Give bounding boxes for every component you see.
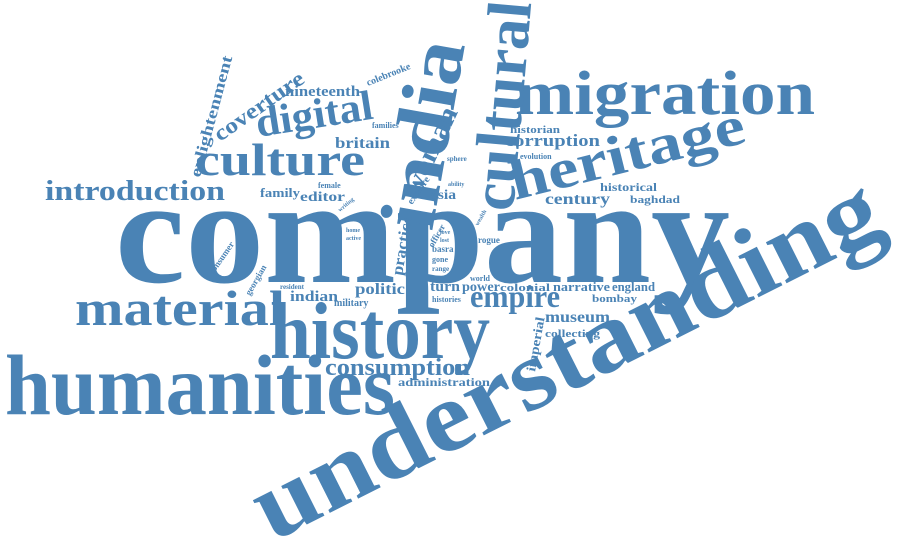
word: indian xyxy=(290,289,339,305)
word: company xyxy=(115,149,730,315)
word: britain xyxy=(335,135,390,152)
word: century xyxy=(545,191,610,208)
word: nineteenth xyxy=(285,84,361,100)
word: baghdad xyxy=(630,194,680,206)
word: home xyxy=(346,228,360,234)
word: empire xyxy=(470,278,560,314)
word: resident xyxy=(280,283,305,291)
word: family xyxy=(260,185,301,200)
word: migration xyxy=(515,60,815,128)
word: female xyxy=(318,181,341,190)
word: historian xyxy=(510,124,560,136)
word: asia xyxy=(430,188,456,203)
word: turn xyxy=(430,279,461,295)
word: culture xyxy=(195,134,365,185)
word: history xyxy=(270,288,490,376)
word: gone xyxy=(432,255,448,264)
word: material xyxy=(75,280,285,336)
word: basra xyxy=(432,244,454,254)
word: consumption xyxy=(325,355,470,381)
word: administration xyxy=(398,375,490,389)
word: historical xyxy=(600,180,658,194)
word: ability xyxy=(448,182,464,188)
word: england xyxy=(612,279,656,294)
word: sphere xyxy=(447,155,467,163)
word: colonial xyxy=(500,282,550,294)
word: museum xyxy=(545,309,611,326)
word: corruption xyxy=(505,131,601,150)
word: families xyxy=(372,121,399,130)
word: range xyxy=(432,265,449,273)
word: bombay xyxy=(592,293,638,305)
word: editor xyxy=(300,190,345,205)
word: humanities xyxy=(5,337,395,433)
word: military xyxy=(334,298,368,309)
word: collecting xyxy=(545,328,601,340)
word: world xyxy=(470,274,491,283)
word: narrative xyxy=(553,279,610,294)
word: rogue xyxy=(478,235,500,245)
word: evolution xyxy=(520,152,552,161)
word: histories xyxy=(432,295,461,304)
word: love xyxy=(440,230,451,236)
word: introduction xyxy=(45,176,226,207)
word: active xyxy=(346,236,361,242)
word: politic xyxy=(355,281,405,298)
word: power xyxy=(462,280,500,295)
word: lost xyxy=(440,238,449,244)
